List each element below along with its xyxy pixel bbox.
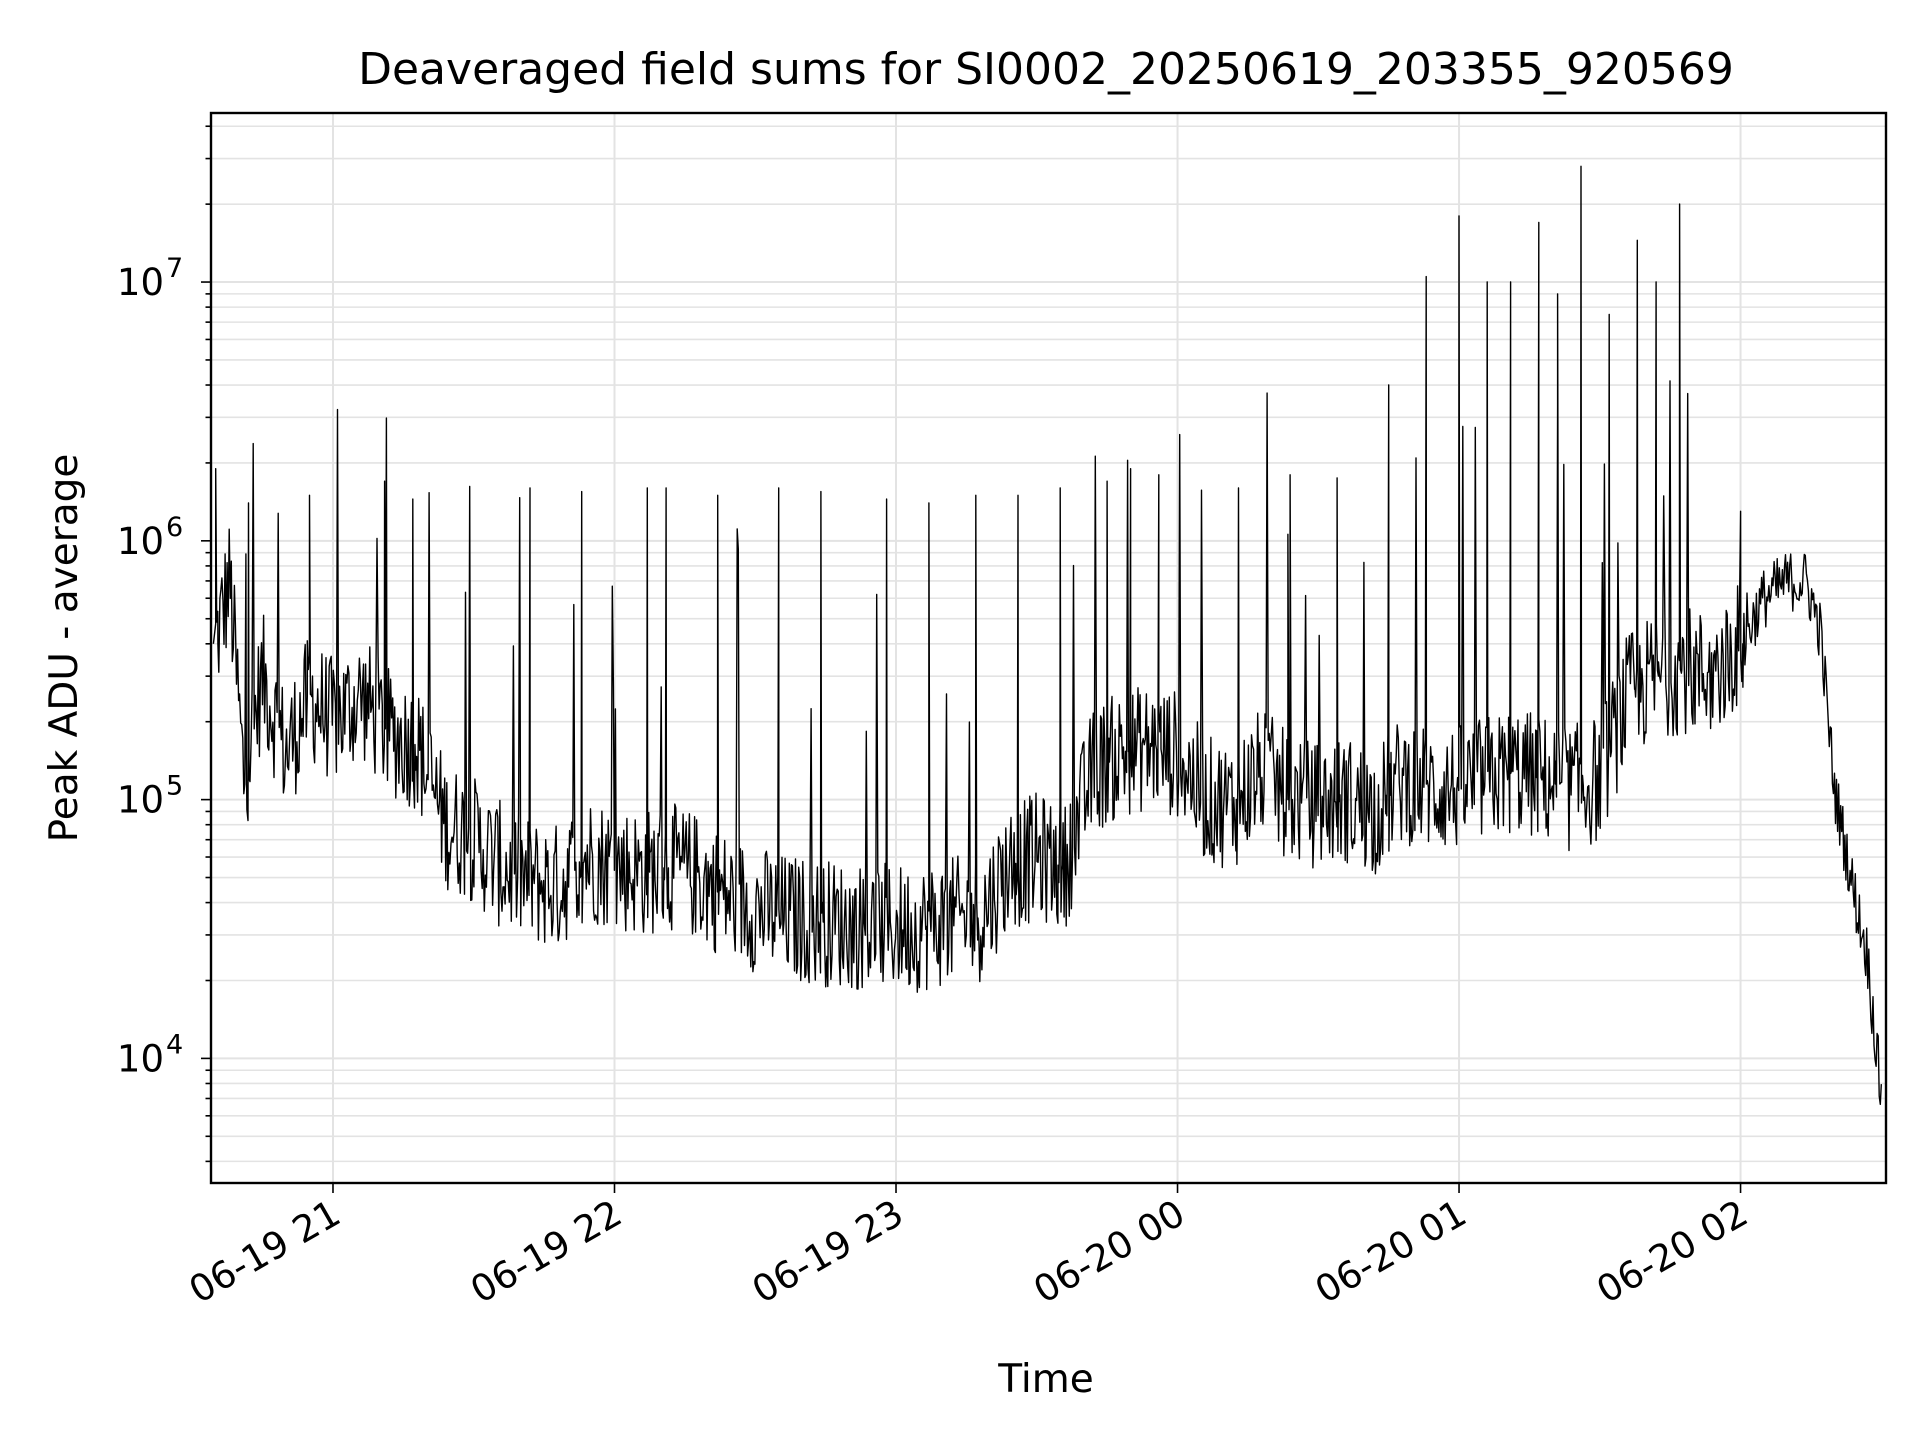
y-tick-base: 10 <box>117 1037 164 1080</box>
y-tick-label: 10 6 <box>117 512 183 563</box>
grid <box>211 113 1886 1183</box>
y-tick-base: 10 <box>117 520 164 563</box>
plot-frame <box>209 111 1888 1185</box>
y-tick-exponent: 7 <box>166 253 183 284</box>
y-tick-base: 10 <box>117 779 164 822</box>
series-line <box>212 165 1882 1105</box>
y-tick-base: 10 <box>117 261 164 304</box>
x-axis-label: Time <box>997 1357 1093 1402</box>
y-tick-label: 10 5 <box>117 771 183 822</box>
y-tick-exponent: 6 <box>166 512 183 543</box>
chart-title: Deaveraged field sums for SI0002_2025061… <box>358 44 1734 95</box>
y-tick-exponent: 4 <box>166 1029 183 1060</box>
y-tick-exponent: 5 <box>166 771 183 802</box>
y-tick-label: 10 7 <box>117 253 183 304</box>
y-tick-label: 10 4 <box>117 1029 183 1080</box>
y-axis-label: Peak ADU - average <box>42 454 87 843</box>
